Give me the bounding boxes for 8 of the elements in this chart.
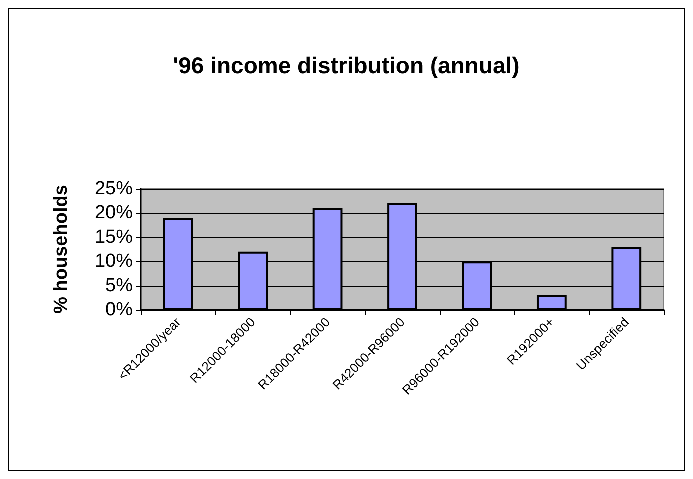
- y-tick-label: 5%: [106, 275, 134, 296]
- y-tick-label: 20%: [94, 202, 134, 224]
- y-tick-label: 10%: [94, 251, 134, 272]
- y-tick-label: 0%: [106, 300, 134, 320]
- y-tick-label: 25%: [94, 178, 134, 200]
- y-tick-label: 15%: [94, 226, 134, 248]
- y-axis-title: % households: [51, 185, 72, 314]
- chart-title: '96 income distribution (annual): [173, 52, 520, 78]
